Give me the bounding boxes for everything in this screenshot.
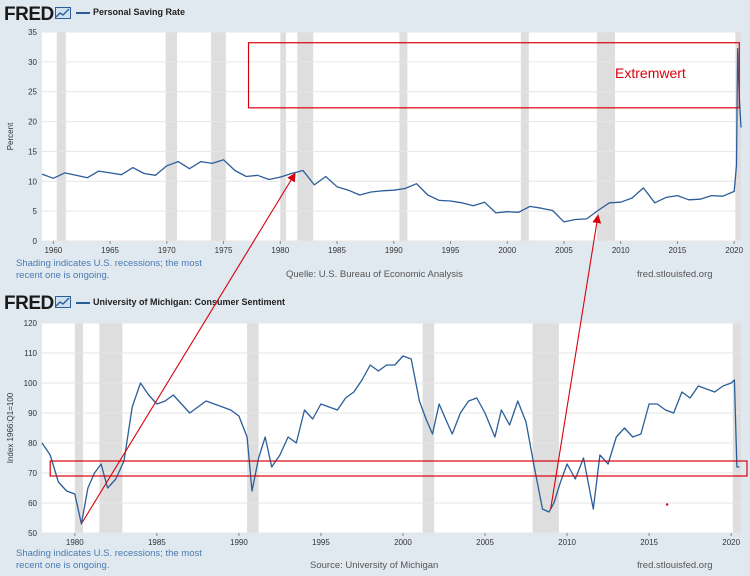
annotation-dot bbox=[665, 503, 669, 506]
arrow-2008 bbox=[550, 214, 602, 510]
y-axis-label: Percent bbox=[6, 122, 15, 150]
y-tick-label: 110 bbox=[24, 349, 37, 358]
x-tick-label: 1960 bbox=[44, 246, 62, 255]
recession-note: Shading indicates U.S. recessions; the m… bbox=[16, 258, 202, 282]
y-tick-label: 10 bbox=[28, 177, 37, 186]
x-tick-label: 2005 bbox=[476, 538, 494, 547]
y-tick-label: 50 bbox=[28, 529, 37, 538]
x-tick-label: 2010 bbox=[612, 246, 630, 255]
fred-logo: FRED bbox=[4, 293, 54, 314]
x-tick-label: 1985 bbox=[328, 246, 346, 255]
chart-line-icon bbox=[55, 296, 71, 308]
arrow-1980 bbox=[81, 172, 296, 523]
x-tick-label: 1980 bbox=[66, 538, 84, 547]
recession-note-line2: recent one is ongoing. bbox=[16, 560, 110, 571]
x-tick-label: 1990 bbox=[230, 538, 248, 547]
recession-band bbox=[735, 32, 741, 241]
recession-band bbox=[520, 32, 529, 241]
recession-note-line1: Shading indicates U.S. recessions; the m… bbox=[16, 548, 202, 559]
recession-band bbox=[399, 32, 408, 241]
extreme-value-label: Extremwert bbox=[615, 65, 686, 81]
x-tick-label: 1990 bbox=[385, 246, 403, 255]
recession-note-line1: Shading indicates U.S. recessions; the m… bbox=[16, 258, 202, 269]
y-tick-label: 80 bbox=[28, 439, 37, 448]
plot-area bbox=[42, 323, 741, 533]
fred-logo: FRED bbox=[4, 4, 54, 25]
recession-band bbox=[596, 32, 616, 241]
x-tick-label: 2000 bbox=[498, 246, 516, 255]
source-label: Source: University of Michigan bbox=[310, 560, 439, 571]
legend-label: Personal Saving Rate bbox=[93, 7, 186, 17]
y-tick-label: 120 bbox=[24, 319, 38, 328]
site-link[interactable]: fred.stlouisfed.org bbox=[637, 269, 713, 280]
y-axis-label: Index 1966:Q1=100 bbox=[6, 392, 15, 463]
recession-band bbox=[99, 323, 123, 533]
x-tick-label: 2020 bbox=[725, 246, 743, 255]
x-tick-label: 2005 bbox=[555, 246, 573, 255]
x-tick-label: 2015 bbox=[669, 246, 687, 255]
y-tick-label: 20 bbox=[28, 118, 37, 127]
x-tick-label: 1995 bbox=[442, 246, 460, 255]
y-tick-label: 35 bbox=[28, 28, 37, 37]
legend-label: University of Michigan: Consumer Sentime… bbox=[93, 297, 286, 307]
source-label: Quelle: U.S. Bureau of Economic Analysis bbox=[286, 269, 463, 280]
recession-band bbox=[165, 32, 178, 241]
recession-band bbox=[211, 32, 226, 241]
y-tick-label: 0 bbox=[33, 237, 38, 246]
y-tick-label: 90 bbox=[28, 409, 37, 418]
x-tick-label: 2010 bbox=[558, 538, 576, 547]
x-tick-label: 2000 bbox=[394, 538, 412, 547]
x-tick-label: 2015 bbox=[640, 538, 658, 547]
chart-line-icon bbox=[55, 7, 71, 19]
x-tick-label: 1995 bbox=[312, 538, 330, 547]
plot-area bbox=[42, 32, 741, 241]
y-tick-label: 25 bbox=[28, 88, 37, 97]
x-tick-label: 1970 bbox=[158, 246, 176, 255]
recession-note: Shading indicates U.S. recessions; the m… bbox=[16, 548, 202, 572]
recession-band bbox=[280, 32, 286, 241]
y-tick-label: 100 bbox=[24, 379, 38, 388]
x-tick-label: 1965 bbox=[101, 246, 119, 255]
series-line bbox=[41, 48, 742, 223]
extreme-value-box bbox=[247, 42, 740, 109]
y-tick-label: 70 bbox=[28, 469, 37, 478]
recession-band bbox=[422, 323, 435, 533]
site-link[interactable]: fred.stlouisfed.org bbox=[637, 560, 713, 571]
y-tick-label: 15 bbox=[28, 147, 37, 156]
series-line bbox=[41, 355, 740, 525]
recession-band bbox=[56, 32, 66, 241]
y-tick-label: 60 bbox=[28, 499, 37, 508]
recession-band bbox=[297, 32, 314, 241]
y-tick-label: 30 bbox=[28, 58, 37, 67]
x-tick-label: 1975 bbox=[215, 246, 233, 255]
chart-2: 50 60 70 80 90 100 110 120 1980 1985 1990 1995 2000 2… bbox=[6, 319, 741, 547]
recession-note-line2: recent one is ongoing. bbox=[16, 270, 110, 281]
recession-band bbox=[532, 323, 559, 533]
legend-line-marker bbox=[76, 302, 90, 304]
recession-band bbox=[732, 323, 741, 533]
y-tick-label: 5 bbox=[33, 207, 38, 216]
x-tick-label: 1980 bbox=[271, 246, 289, 255]
recession-band bbox=[74, 323, 84, 533]
recession-band bbox=[247, 323, 259, 533]
range-band-box bbox=[49, 460, 748, 477]
legend-line-marker bbox=[76, 12, 90, 14]
x-tick-label: 1985 bbox=[148, 538, 166, 547]
chart-1: 0 5 10 15 20 25 30 35 1960 1965 1970 1975 1980 1985 19… bbox=[6, 28, 744, 255]
x-tick-label: 2020 bbox=[722, 538, 740, 547]
